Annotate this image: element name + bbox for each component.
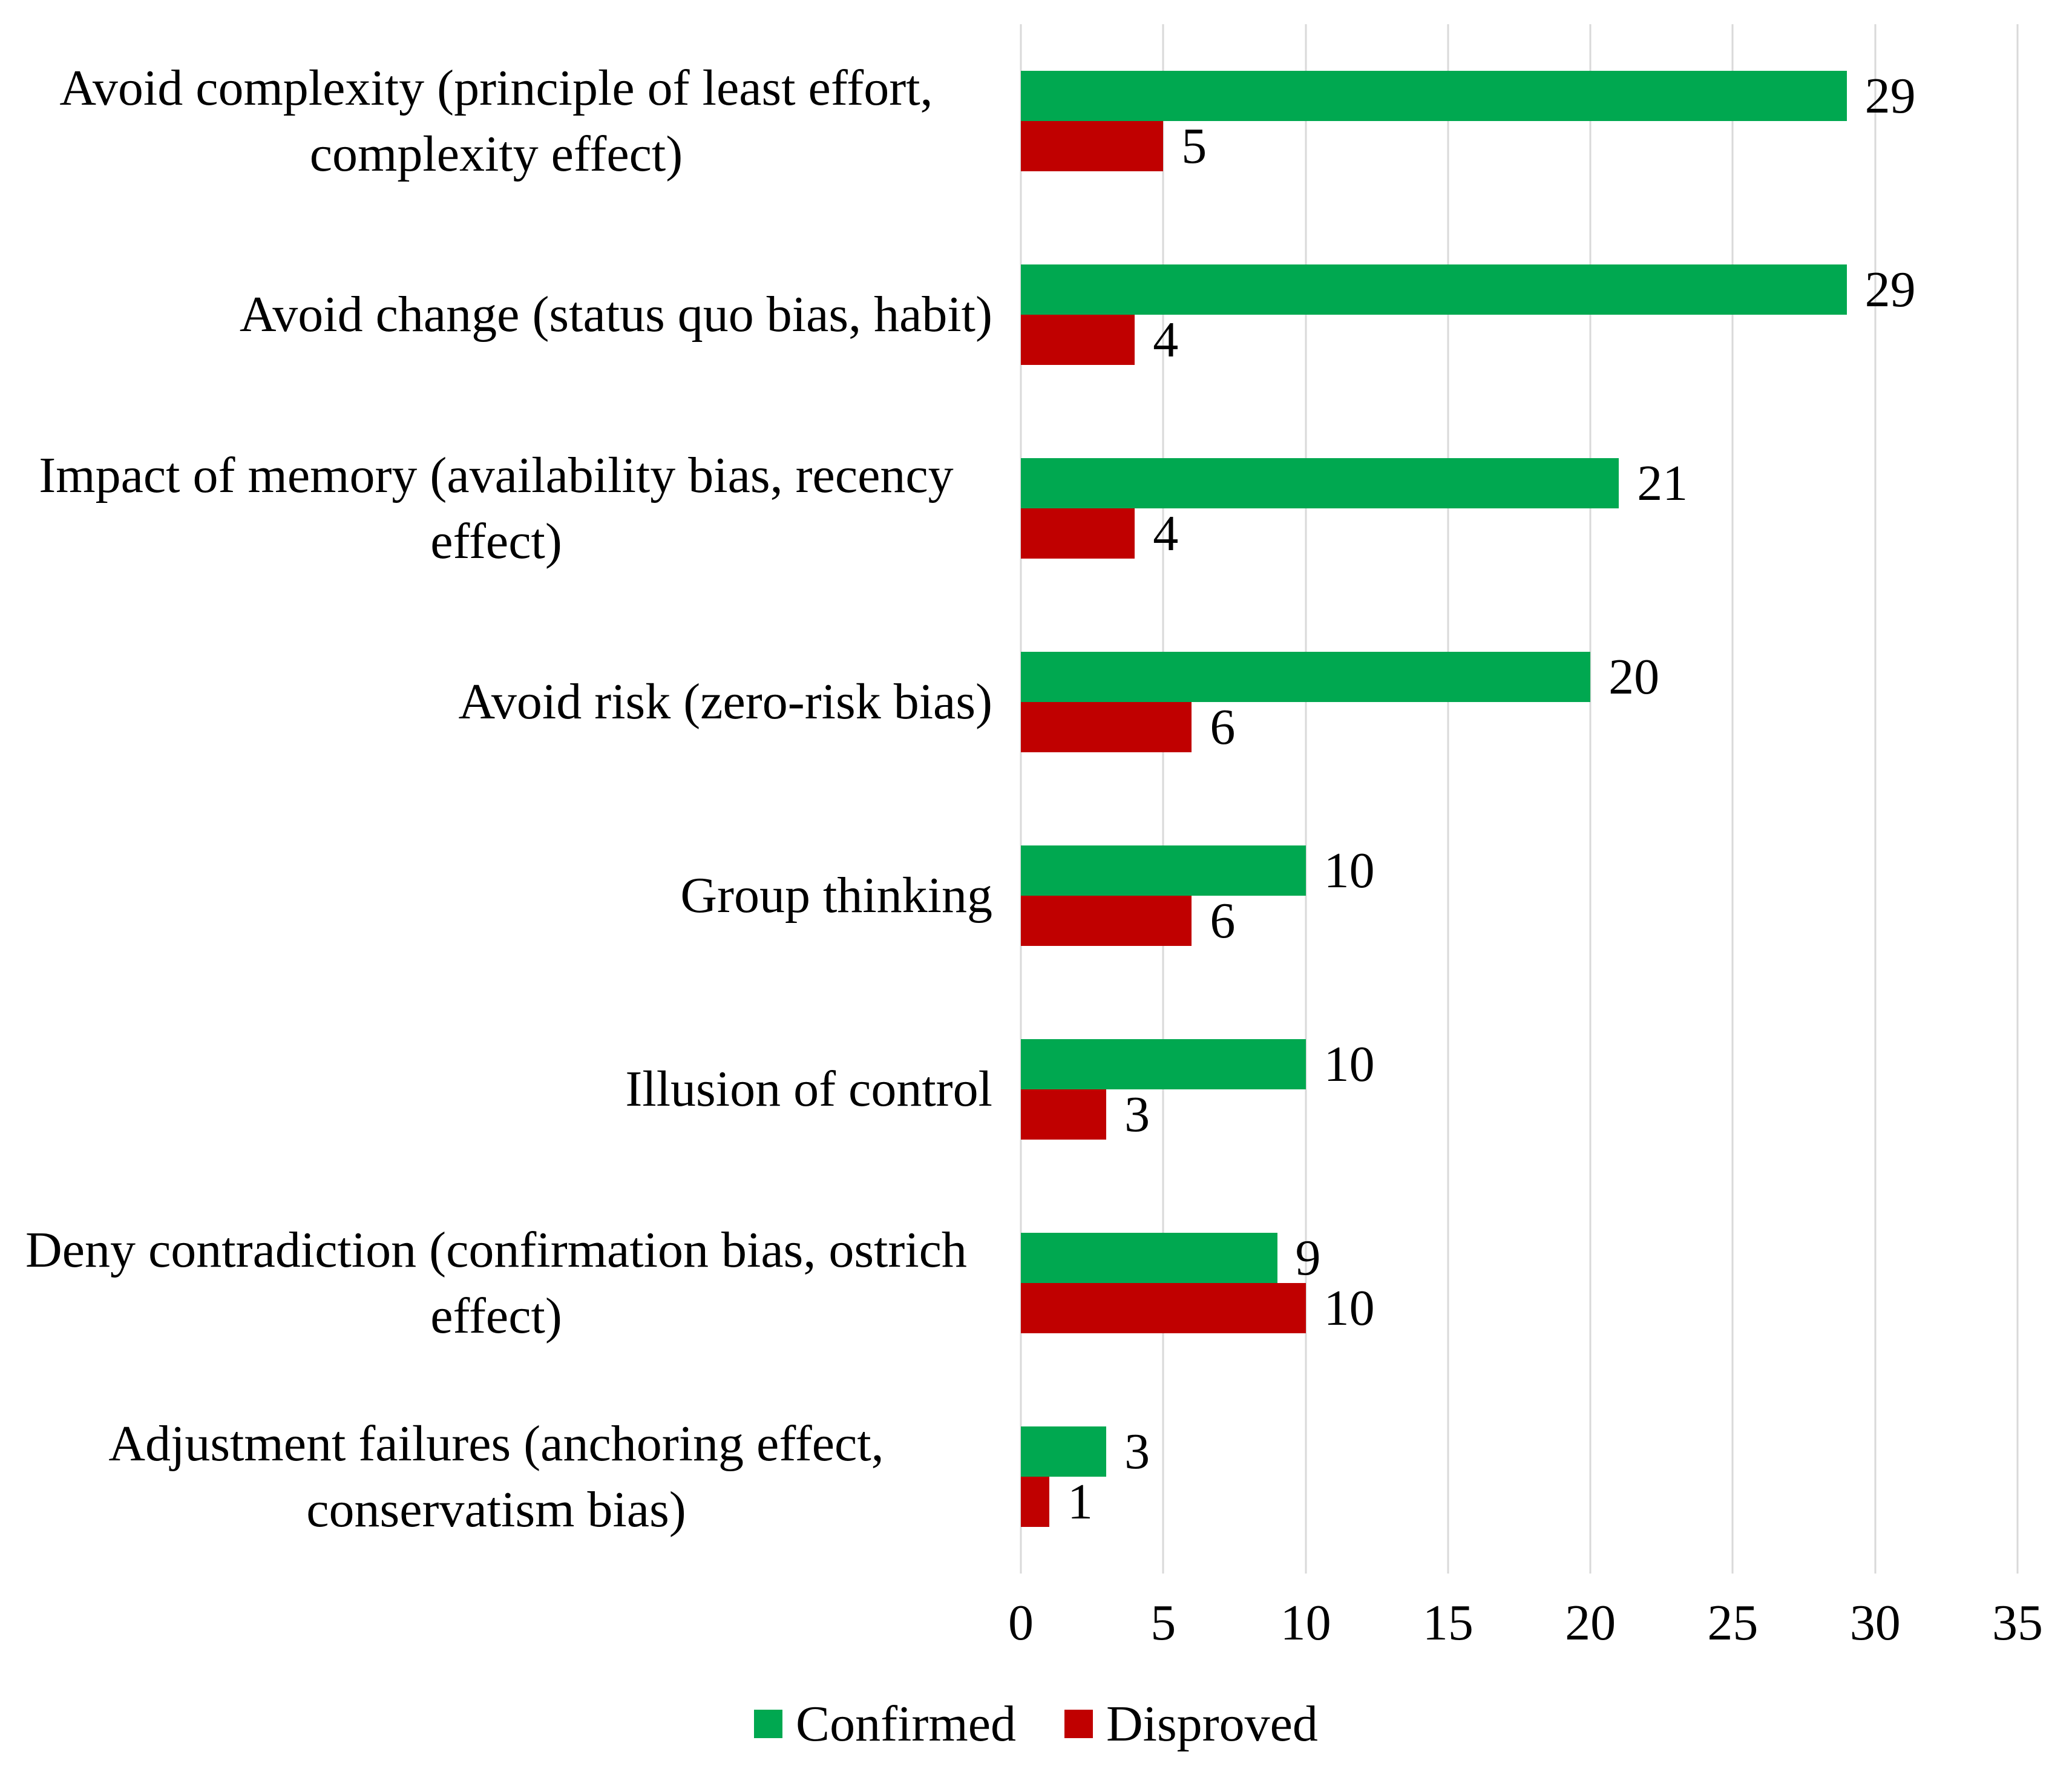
category-label: Deny contradiction (confirmation bias, o…	[25, 1221, 967, 1344]
x-tick-label: 0	[1008, 1595, 1034, 1651]
category-label: Avoid risk (zero-risk bias)	[458, 674, 992, 730]
gridline	[1020, 24, 1022, 1574]
bar-confirmed	[1021, 1426, 1107, 1477]
bar-row: 4	[1021, 311, 2018, 368]
legend-label: Disproved	[1106, 1696, 1318, 1752]
gridline	[1874, 24, 1877, 1574]
category-label: Illusion of control	[625, 1061, 992, 1118]
bar-group: 21 4	[1021, 412, 2018, 605]
bar-disproved	[1021, 121, 1164, 171]
bar-group: 9 10	[1021, 1186, 2018, 1380]
bar-confirmed	[1021, 264, 1847, 315]
gridlines	[1020, 24, 2019, 1574]
bar-row: 29	[1021, 67, 2018, 124]
bar-row: 3	[1021, 1426, 2018, 1477]
value-label: 10	[1323, 1035, 1375, 1092]
value-label: 3	[1124, 1423, 1150, 1480]
value-label: 6	[1210, 892, 1236, 949]
value-label: 9	[1295, 1229, 1321, 1286]
bar-disproved	[1021, 702, 1192, 752]
bar-disproved	[1021, 315, 1135, 365]
value-label: 3	[1124, 1086, 1150, 1143]
bar-row: 6	[1021, 892, 2018, 949]
bar-disproved	[1021, 896, 1192, 946]
x-tick-label: 20	[1565, 1595, 1616, 1651]
value-label: 4	[1153, 505, 1179, 562]
bar-row: 6	[1021, 698, 2018, 755]
value-label: 29	[1864, 261, 1916, 318]
legend: Confirmed Disproved	[0, 1695, 2072, 1753]
value-label: 6	[1210, 698, 1236, 755]
legend-swatch-disproved-icon	[1064, 1710, 1093, 1738]
bar-row: 20	[1021, 648, 2018, 705]
x-tick-label: 10	[1280, 1595, 1331, 1651]
bar-row: 5	[1021, 117, 2018, 174]
legend-item-disproved: Disproved	[1064, 1695, 1318, 1753]
gridline	[1589, 24, 1592, 1574]
category-label: Avoid change (status quo bias, habit)	[239, 286, 992, 343]
x-tick-label: 5	[1150, 1595, 1176, 1651]
bar-row: 3	[1021, 1089, 2018, 1140]
bar-disproved	[1021, 508, 1135, 559]
plot-area: Avoid complexity (principle of least eff…	[0, 24, 2072, 1574]
bar-confirmed	[1021, 845, 1306, 896]
bar-group: 10 6	[1021, 799, 2018, 993]
bar-disproved	[1021, 1283, 1306, 1333]
category-label: Impact of memory (availability bias, rec…	[39, 447, 954, 569]
bar-confirmed	[1021, 652, 1591, 702]
x-axis: 0 5 10 15 20 25 30 35	[0, 1574, 2072, 1676]
x-tick-label: 25	[1707, 1595, 1759, 1651]
gridline	[1447, 24, 1449, 1574]
bar-row: 10	[1021, 845, 2018, 896]
category-label: Avoid complexity (principle of least eff…	[59, 59, 933, 182]
gridline	[2016, 24, 2019, 1574]
value-label: 21	[1637, 455, 1688, 511]
value-label: 20	[1608, 648, 1660, 705]
value-label: 1	[1067, 1473, 1093, 1530]
gridline	[1731, 24, 1734, 1574]
bar-row: 10	[1021, 1039, 2018, 1089]
bar-group: 29 4	[1021, 218, 2018, 412]
bar-confirmed	[1021, 1233, 1277, 1283]
x-tick-label: 15	[1422, 1595, 1474, 1651]
x-tick-label: 30	[1849, 1595, 1901, 1651]
value-label: 5	[1181, 117, 1207, 174]
bar-disproved	[1021, 1477, 1050, 1527]
gridline	[1162, 24, 1164, 1574]
bar-confirmed	[1021, 71, 1847, 121]
bar-confirmed	[1021, 458, 1619, 508]
category-label: Group thinking	[680, 867, 992, 924]
value-label: 10	[1323, 842, 1375, 899]
bar-group: 20 6	[1021, 605, 2018, 799]
bar-row: 4	[1021, 508, 2018, 559]
bar-row: 29	[1021, 264, 2018, 315]
bar-disproved	[1021, 1089, 1107, 1140]
value-label: 29	[1864, 67, 1916, 124]
value-label: 10	[1323, 1279, 1375, 1336]
bar-row: 9	[1021, 1229, 2018, 1286]
legend-swatch-confirmed-icon	[754, 1710, 783, 1738]
legend-item-confirmed: Confirmed	[754, 1695, 1016, 1753]
bar-group: 10 3	[1021, 993, 2018, 1186]
legend-label: Confirmed	[796, 1696, 1016, 1752]
gridline	[1305, 24, 1307, 1574]
bar-group: 29 5	[1021, 24, 2018, 218]
value-label: 4	[1153, 311, 1179, 368]
bar-confirmed	[1021, 1039, 1306, 1089]
x-tick-label: 35	[1992, 1595, 2043, 1651]
category-label: Adjustment failures (anchoring effect, c…	[108, 1415, 884, 1538]
bar-row: 10	[1021, 1279, 2018, 1336]
bar-row: 21	[1021, 458, 2018, 508]
x-axis-ticks: 0 5 10 15 20 25 30 35	[1008, 1574, 2043, 1676]
bar-row: 1	[1021, 1473, 2018, 1530]
